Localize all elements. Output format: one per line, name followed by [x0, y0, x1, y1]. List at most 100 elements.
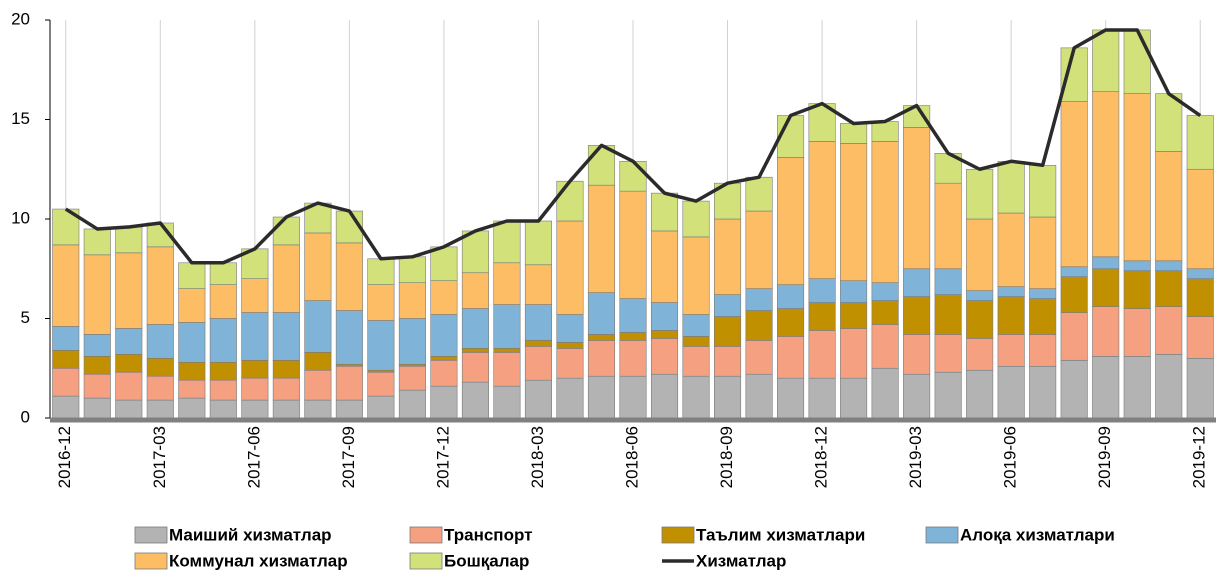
bar-segment	[178, 397, 206, 419]
bar-segment	[493, 262, 521, 305]
bar-segment	[650, 302, 679, 331]
bar-segment	[777, 157, 805, 285]
bar-segment	[934, 334, 962, 373]
bar-segment	[1060, 101, 1088, 268]
bar-segment	[997, 160, 1025, 214]
bar-segment	[83, 228, 111, 256]
bar-segment	[840, 302, 868, 329]
bar-segment	[430, 356, 458, 361]
bar-segment	[367, 320, 395, 371]
bar-segment	[871, 141, 899, 283]
bar-segment	[1155, 93, 1183, 152]
bar-segment	[209, 284, 237, 319]
bar-segment	[209, 262, 237, 285]
legend-label: Коммунал хизматлар	[169, 551, 348, 570]
bar-segment	[1186, 115, 1214, 170]
bar-segment	[808, 141, 836, 279]
bar-segment	[871, 300, 899, 325]
bar-segment	[493, 385, 521, 419]
bar-segment	[840, 143, 868, 281]
bar-segment	[367, 395, 395, 419]
bar-segment	[714, 375, 742, 419]
bar-segment	[178, 288, 206, 323]
bar-segment	[241, 278, 269, 313]
legend-swatch	[134, 552, 168, 570]
bar-segment	[304, 352, 332, 371]
bar-segment	[52, 395, 80, 419]
bar-segment	[619, 298, 647, 333]
bar-segment	[745, 288, 773, 311]
bar-segment	[1123, 29, 1151, 94]
bar-segment	[1155, 151, 1183, 262]
bar-segment	[241, 359, 269, 379]
bar-segment	[777, 308, 805, 337]
bar-segment	[304, 300, 332, 353]
line	[64, 28, 1202, 265]
x-tick-label: 2017-12	[433, 426, 452, 488]
bar-segment	[903, 334, 931, 375]
bar-segment	[777, 377, 805, 419]
bar-segment	[808, 330, 836, 379]
bar-segment	[209, 361, 237, 381]
bar-segment	[1186, 268, 1214, 279]
y-tick-label: 10	[11, 208, 30, 227]
bar-segment	[650, 230, 679, 303]
legend-label: Бошқалар	[444, 551, 529, 570]
bar-segment	[146, 399, 174, 419]
bar-segment	[840, 280, 868, 303]
x-tick-label: 2018-06	[622, 426, 641, 488]
bar-segment	[714, 316, 742, 347]
legend-label: Маиший хизматлар	[169, 525, 332, 544]
bar-segment	[619, 340, 647, 377]
bar-segment	[587, 340, 616, 377]
bar-segment	[1155, 270, 1183, 307]
bar-segment	[556, 220, 584, 315]
bar-segment	[619, 375, 647, 419]
x-tick-label: 2019-09	[1095, 426, 1114, 488]
bar-segment	[461, 230, 489, 274]
bar-segment	[1092, 268, 1120, 307]
bar-segment	[745, 373, 773, 419]
bar-segment	[682, 346, 710, 377]
bar-segment	[304, 369, 332, 401]
bar-segment	[587, 375, 616, 419]
bar-segment	[871, 121, 899, 142]
bar-segment	[146, 324, 174, 359]
bar-segment	[83, 356, 111, 375]
bar-segment	[178, 322, 206, 363]
bar-segment	[1123, 270, 1151, 309]
bar-segment	[398, 365, 426, 391]
bar-segment	[587, 334, 616, 341]
bar-segment	[115, 328, 143, 355]
x-tick-label: 2017-03	[150, 426, 169, 488]
bar-segment	[745, 310, 773, 341]
bar-segment	[714, 294, 742, 317]
legend-swatch	[661, 526, 695, 544]
bar-segment	[367, 258, 395, 285]
bar-segment	[808, 377, 836, 419]
bar-segment	[745, 340, 773, 375]
bar-segment	[966, 168, 994, 220]
bar-segment	[52, 326, 80, 351]
y-tick-label: 0	[21, 407, 30, 426]
bar-segment	[1029, 288, 1057, 299]
bar-segment	[619, 160, 647, 192]
bar-segment	[335, 310, 363, 365]
x-tick-label: 2017-06	[244, 426, 263, 488]
bar-segment	[83, 397, 111, 419]
bar-segment	[146, 375, 174, 401]
bar-segment	[966, 369, 994, 419]
bar-segment	[146, 357, 174, 377]
bar-segment	[556, 180, 584, 222]
bar-segment	[1060, 359, 1088, 419]
bar-segment	[650, 192, 679, 232]
bar-segment	[619, 332, 647, 341]
bar-segment	[493, 304, 521, 349]
bar-segment	[1060, 266, 1088, 278]
bar-segment	[650, 338, 679, 375]
bar-segment	[304, 232, 332, 301]
bar-segment	[272, 359, 300, 379]
bar-segment	[524, 220, 552, 266]
bar-segment	[1123, 260, 1151, 272]
bar-segment	[398, 389, 426, 419]
